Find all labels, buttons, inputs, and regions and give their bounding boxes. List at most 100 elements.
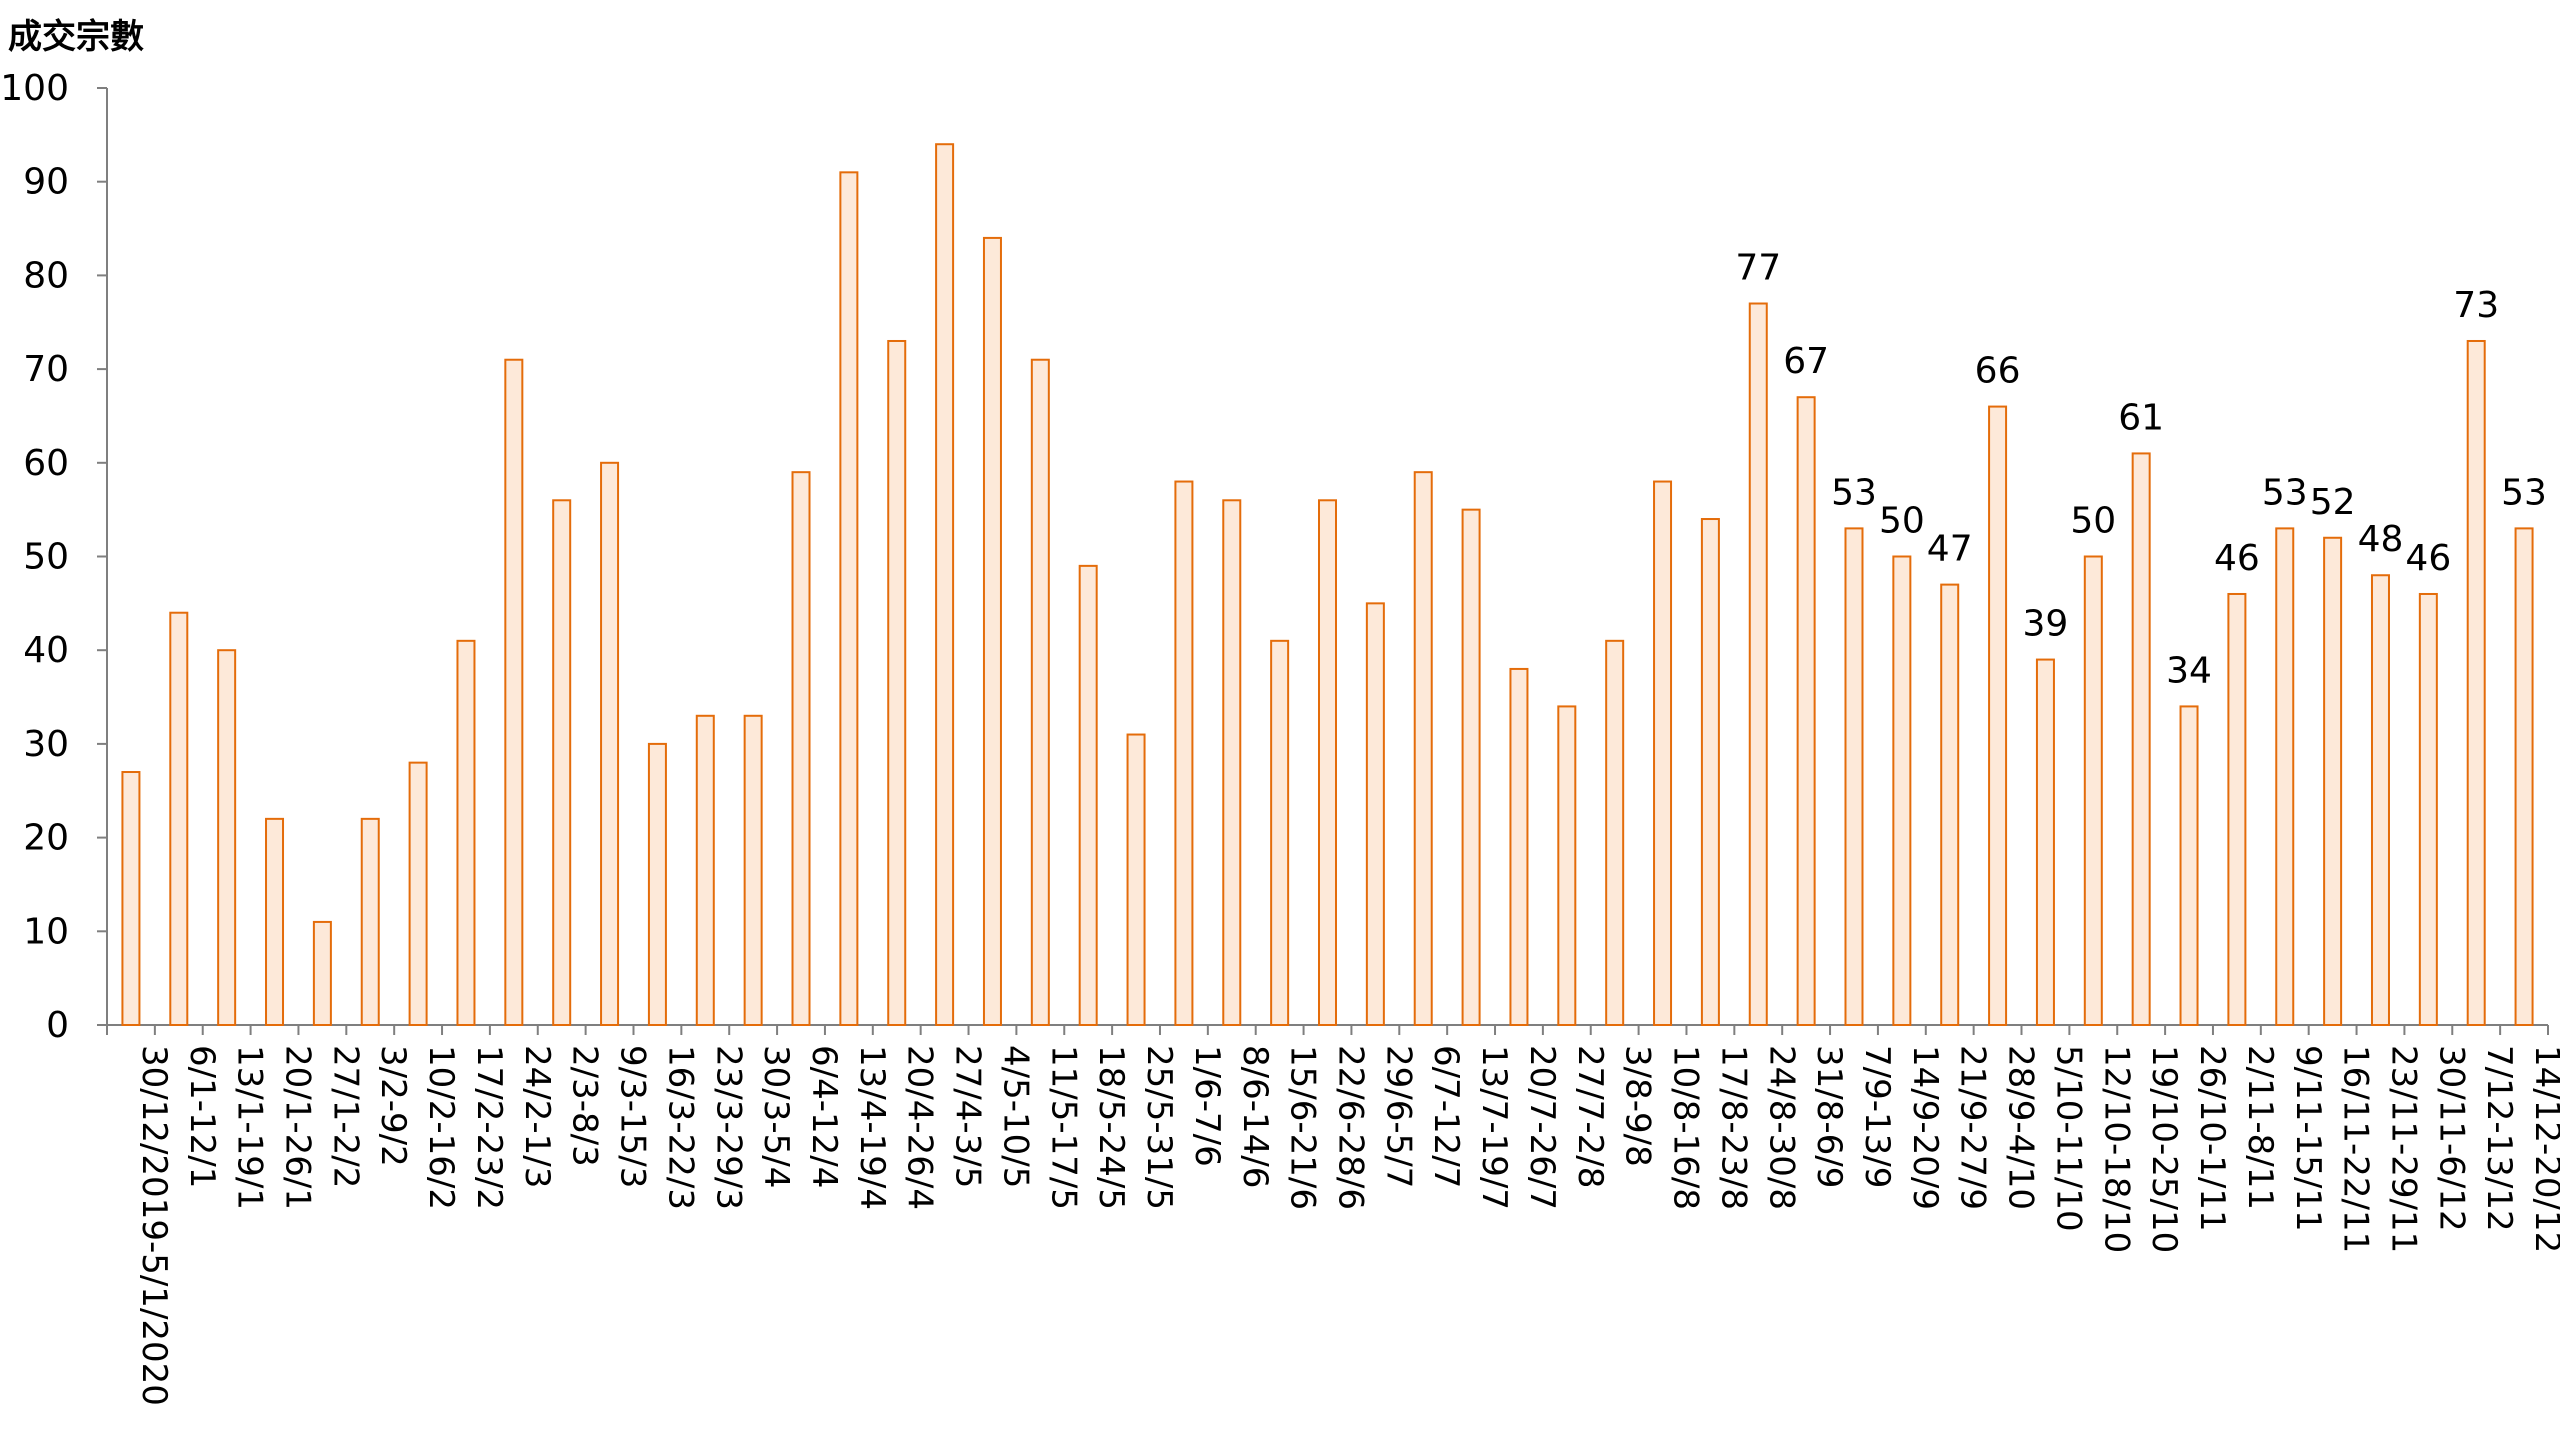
bar	[2035, 658, 2055, 1026]
bar	[2514, 527, 2534, 1026]
bar	[743, 714, 763, 1026]
x-tick-labels: 30/12/2019-5/1/2020 6/1-12/1 13/1-19/1 20/1…	[134, 1045, 2560, 1406]
bar	[2275, 527, 2295, 1026]
bar	[935, 143, 955, 1027]
bar	[1365, 602, 1385, 1026]
x-tick-label: 20/7-26/7	[1522, 1045, 1562, 1210]
bar	[695, 714, 715, 1026]
bar	[2370, 574, 2390, 1026]
y-tick-label: 40	[23, 630, 69, 671]
x-tick-label: 21/9-27/9	[1953, 1045, 1993, 1210]
bar	[2131, 452, 2151, 1026]
y-tick-label: 60	[23, 443, 69, 484]
x-tick-label: 6/7-12/7	[1426, 1045, 1466, 1188]
x-tick-label: 13/1-19/1	[230, 1045, 270, 1210]
x-tick-label: 7/12-13/12	[2479, 1045, 2519, 1232]
y-tick-label: 70	[23, 349, 69, 390]
bar	[600, 461, 620, 1026]
bar	[1940, 583, 1960, 1026]
bar	[2418, 592, 2438, 1026]
x-tick-label: 22/6-28/6	[1331, 1045, 1371, 1210]
bar	[1700, 518, 1720, 1027]
x-tick-label: 18/5-24/5	[1091, 1045, 1131, 1210]
x-tick-label: 6/1-12/1	[182, 1045, 222, 1188]
x-tick-label: 29/6-5/7	[1378, 1045, 1418, 1188]
x-tick-label: 6/4-12/4	[804, 1045, 844, 1188]
data-label: 50	[2070, 501, 2116, 542]
bar	[2179, 705, 2199, 1026]
bar	[791, 471, 811, 1027]
bar	[1222, 499, 1242, 1026]
data-label: 73	[2453, 285, 2499, 326]
bar	[1796, 396, 1816, 1026]
x-tick-label: 14/9-20/9	[1905, 1045, 1945, 1210]
bar	[217, 649, 237, 1026]
x-tick-label: 20/4-26/4	[900, 1045, 940, 1210]
bar	[839, 171, 859, 1026]
x-tick-label: 14/12-20/12	[2527, 1045, 2560, 1253]
x-tick-label: 10/2-16/2	[421, 1045, 461, 1210]
bar	[1509, 667, 1529, 1026]
bar	[1557, 705, 1577, 1026]
x-tick-label: 24/2-1/3	[517, 1045, 557, 1188]
bar	[456, 639, 476, 1027]
bar	[1318, 499, 1337, 1026]
bar	[1270, 639, 1290, 1027]
x-tick-label: 3/8-9/8	[1618, 1045, 1658, 1167]
y-tick-label: 50	[23, 537, 69, 578]
y-tick-label: 90	[23, 162, 69, 203]
x-tick-label: 19/10-25/10	[2144, 1045, 2184, 1253]
data-label: 52	[2310, 482, 2356, 523]
x-tick-label: 27/1-2/2	[325, 1045, 365, 1188]
data-label: 77	[1735, 248, 1781, 289]
data-label: 34	[2166, 650, 2212, 691]
bar	[2323, 536, 2343, 1026]
bar	[360, 817, 380, 1026]
x-tick-label: 24/8-30/8	[1761, 1045, 1801, 1210]
y-tick-label: 80	[23, 255, 69, 296]
data-label: 39	[2023, 604, 2069, 645]
data-label: 53	[2262, 472, 2308, 513]
x-tick-label: 10/8-16/8	[1666, 1045, 1706, 1210]
x-tick-label: 17/2-23/2	[469, 1045, 509, 1210]
x-tick-label: 13/7-19/7	[1474, 1045, 1514, 1210]
x-tick-label: 17/8-23/8	[1713, 1045, 1753, 1210]
x-tick-label: 27/4-3/5	[948, 1045, 988, 1188]
x-tick-label: 16/11-22/11	[2336, 1045, 2376, 1253]
x-tick-label: 7/9-13/9	[1857, 1045, 1897, 1188]
x-tick-label: 23/3-29/3	[708, 1045, 748, 1210]
x-tick-label: 11/5-17/5	[1043, 1045, 1083, 1210]
bar	[1844, 527, 1864, 1026]
x-tick-label: 13/4-19/4	[852, 1045, 892, 1210]
x-tick-label: 1/6-7/6	[1187, 1045, 1227, 1167]
data-label: 50	[1879, 501, 1925, 542]
bar	[1605, 639, 1625, 1027]
bar	[1126, 733, 1146, 1027]
bar	[1461, 508, 1481, 1026]
data-label: 67	[1783, 341, 1829, 382]
x-tick-label: 31/8-6/9	[1809, 1045, 1849, 1188]
bar	[1413, 471, 1433, 1027]
bar	[408, 761, 428, 1026]
bar	[1030, 358, 1050, 1027]
bar	[265, 817, 285, 1026]
bar	[1653, 480, 1673, 1027]
x-tick-label: 5/10-11/10	[2048, 1045, 2088, 1232]
y-tick-label: 30	[23, 724, 69, 765]
x-tick-label: 30/3-5/4	[756, 1045, 796, 1188]
bar	[1748, 302, 1768, 1026]
x-tick-label: 9/3-15/3	[613, 1045, 653, 1188]
bar	[2466, 339, 2486, 1026]
data-label: 48	[2358, 519, 2404, 560]
data-label: 61	[2118, 397, 2164, 438]
x-tick-label: 30/12/2019-5/1/2020	[134, 1045, 174, 1406]
bar	[504, 358, 524, 1027]
x-tick-label: 15/6-21/6	[1283, 1045, 1323, 1210]
x-tick-label: 23/11-29/11	[2383, 1045, 2423, 1253]
y-axis-title: 成交宗數	[8, 17, 144, 57]
x-tick-label: 26/10-1/11	[2192, 1045, 2232, 1232]
x-tick-label: 16/3-22/3	[660, 1045, 700, 1210]
x-tick-label: 12/10-18/10	[2096, 1045, 2136, 1253]
